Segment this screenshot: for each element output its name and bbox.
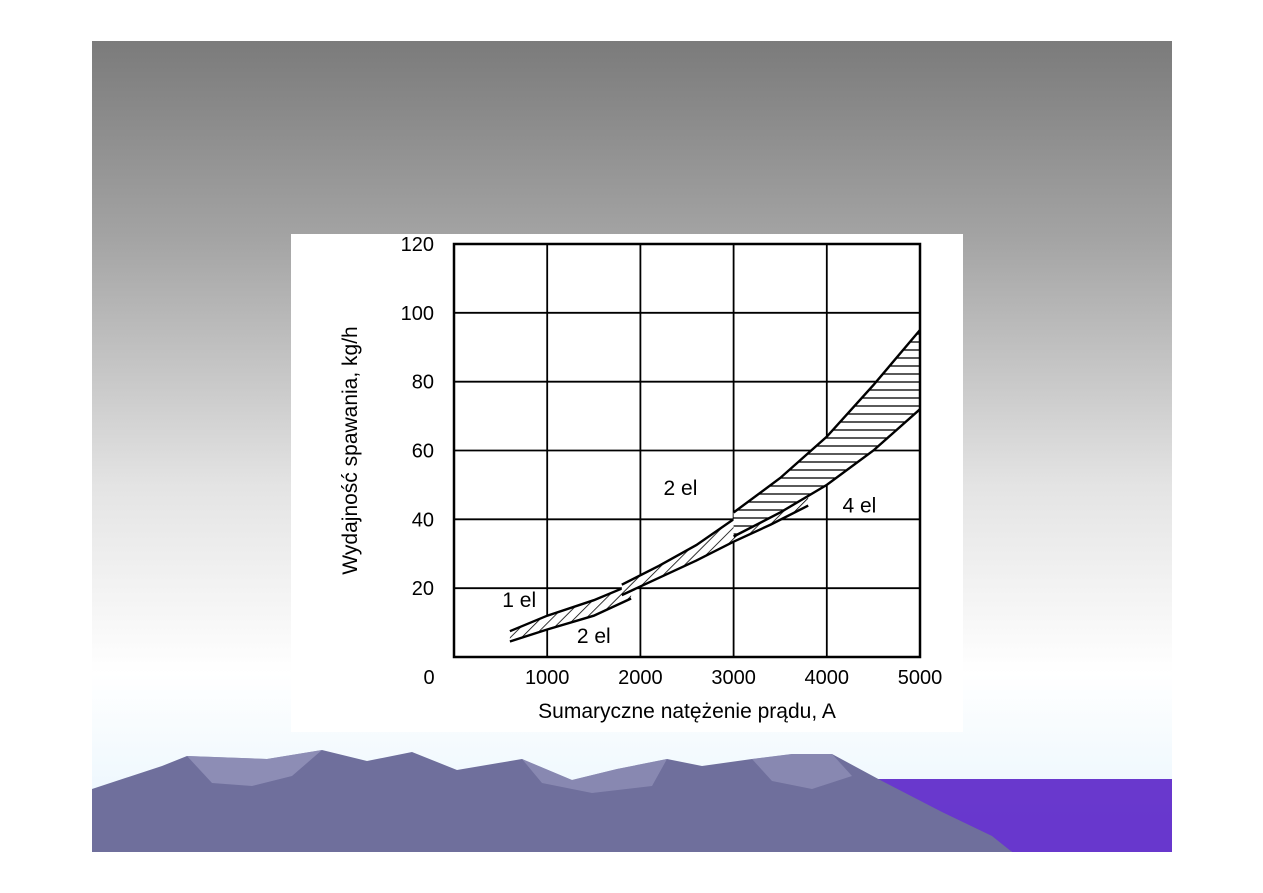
- band-4-el: [733, 330, 920, 537]
- tick-labels: 20 40 60 80 100 120 1000 2000 3000 4000 5000 0: [401, 234, 943, 689]
- x-tick-label: 2000: [618, 667, 663, 689]
- band-lower-edge: [621, 504, 809, 597]
- annotations: 1 el 2 el 2 el 4 el: [502, 477, 876, 648]
- band-upper-edge: [509, 583, 632, 633]
- y-tick-label: 20: [412, 578, 434, 600]
- band-upper-edge: [732, 329, 921, 514]
- y-tick-label: 80: [412, 372, 434, 394]
- chart-panel: 20 40 60 80 100 120 1000 2000 3000 4000 5000 0 1 el…: [291, 234, 963, 732]
- series-annotation: 2 el: [664, 477, 698, 500]
- series-annotation: 1 el: [502, 589, 536, 612]
- x-tick-label: 4000: [805, 667, 850, 689]
- x-axis-label: Sumaryczne natężenie prądu, A: [538, 700, 836, 723]
- welding-chart: 20 40 60 80 100 120 1000 2000 3000 4000 5000 0 1 el…: [339, 234, 943, 723]
- mountain-highlight: [187, 750, 322, 786]
- x-tick-label: 5000: [898, 667, 943, 689]
- mountain-highlight: [752, 754, 852, 789]
- y-axis-label: Wydajność spawania, kg/h: [339, 326, 362, 574]
- series-annotation: 2 el: [577, 625, 611, 648]
- y-tick-label: 120: [401, 234, 434, 256]
- series-annotation: 4 el: [842, 494, 876, 517]
- band-1-el: [509, 584, 632, 642]
- y-tick-label: 60: [412, 441, 434, 463]
- plot-frame: [452, 242, 922, 659]
- x-tick-label: 1000: [525, 667, 570, 689]
- band-lower-edge: [733, 408, 921, 538]
- x-tick-label: 3000: [711, 667, 756, 689]
- y-tick-label: 100: [401, 303, 434, 325]
- band-lower-edge: [509, 597, 632, 643]
- origin-label: 0: [423, 667, 434, 689]
- mountain-decoration: [92, 750, 1172, 852]
- y-tick-label: 40: [412, 509, 434, 531]
- bands: [509, 329, 921, 643]
- mountain-highlight: [522, 759, 667, 793]
- accent-strip: [872, 779, 1172, 852]
